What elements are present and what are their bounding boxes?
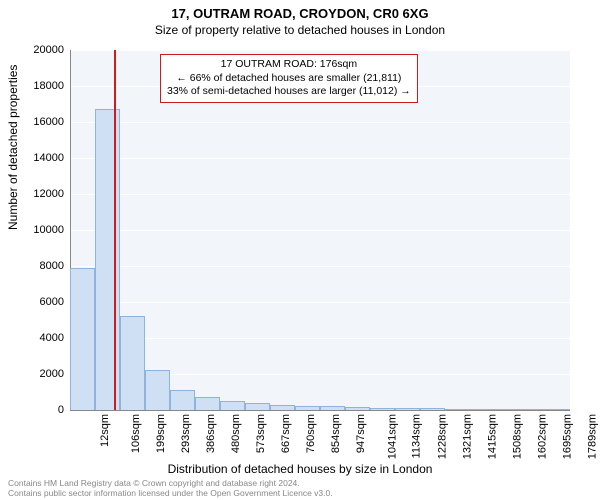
histogram-bar — [420, 408, 445, 410]
y-tick-label: 2000 — [14, 368, 64, 380]
y-tick-label: 0 — [14, 404, 64, 416]
histogram-bar — [445, 409, 470, 410]
y-tick-label: 4000 — [14, 332, 64, 344]
x-tick-label: 573sqm — [255, 414, 267, 453]
histogram-bar — [470, 409, 495, 410]
plot-area: 0200040006000800010000120001400016000180… — [70, 50, 570, 410]
x-tick-label: 1321sqm — [461, 414, 473, 459]
histogram-bar — [345, 407, 370, 410]
info-box-line-2: ← 66% of detached houses are smaller (21… — [167, 72, 411, 86]
chart-container: 17, OUTRAM ROAD, CROYDON, CR0 6XG Size o… — [0, 0, 600, 500]
footer-text: Contains HM Land Registry data © Crown c… — [8, 478, 333, 498]
histogram-bar — [270, 405, 295, 410]
histogram-bar — [320, 406, 345, 410]
info-box-line-1: 17 OUTRAM ROAD: 176sqm — [167, 58, 411, 72]
grid-line — [70, 50, 570, 51]
histogram-bar — [170, 390, 195, 410]
histogram-bar — [395, 408, 420, 410]
y-tick-label: 8000 — [14, 260, 64, 272]
x-tick-label: 293sqm — [180, 414, 192, 453]
x-tick-label: 199sqm — [155, 414, 167, 453]
grid-line — [70, 158, 570, 159]
x-tick-label: 1228sqm — [436, 414, 448, 459]
x-tick-label: 854sqm — [330, 414, 342, 453]
footer-line-1: Contains HM Land Registry data © Crown c… — [8, 478, 333, 488]
histogram-bar — [120, 316, 145, 410]
y-tick-label: 18000 — [14, 80, 64, 92]
x-tick-label: 1134sqm — [410, 414, 422, 458]
x-tick-label: 106sqm — [130, 414, 142, 453]
property-marker-line — [114, 50, 116, 410]
y-tick-label: 20000 — [14, 44, 64, 56]
histogram-bar — [145, 370, 170, 410]
histogram-bar — [95, 109, 120, 410]
y-tick-label: 12000 — [14, 188, 64, 200]
x-tick-label: 12sqm — [99, 414, 111, 447]
histogram-bar — [195, 397, 220, 410]
x-tick-label: 386sqm — [205, 414, 217, 453]
y-tick-label: 14000 — [14, 152, 64, 164]
x-tick-label: 947sqm — [355, 414, 367, 453]
x-tick-label: 1602sqm — [536, 414, 548, 459]
histogram-bar — [495, 409, 520, 410]
histogram-bar — [245, 403, 270, 410]
y-tick-label: 16000 — [14, 116, 64, 128]
x-tick-label: 1415sqm — [486, 414, 498, 459]
grid-line — [70, 338, 570, 339]
histogram-bar — [520, 409, 545, 410]
grid-line — [70, 302, 570, 303]
x-tick-label: 1041sqm — [386, 414, 398, 459]
footer-line-2: Contains public sector information licen… — [8, 488, 333, 498]
histogram-bar — [70, 268, 95, 410]
histogram-bar — [370, 408, 395, 410]
grid-line — [70, 194, 570, 195]
x-tick-label: 480sqm — [230, 414, 242, 453]
x-tick-label: 1695sqm — [561, 414, 573, 459]
histogram-bar — [295, 406, 320, 411]
histogram-bar — [545, 409, 570, 410]
info-box-line-3: 33% of semi-detached houses are larger (… — [167, 85, 411, 99]
grid-line — [70, 230, 570, 231]
x-tick-label: 760sqm — [305, 414, 317, 453]
grid-line — [70, 122, 570, 123]
x-axis-line — [70, 410, 570, 411]
chart-title: 17, OUTRAM ROAD, CROYDON, CR0 6XG — [0, 0, 600, 21]
chart-subtitle: Size of property relative to detached ho… — [0, 21, 600, 37]
x-tick-label: 667sqm — [280, 414, 292, 453]
grid-line — [70, 266, 570, 267]
x-tick-label: 1508sqm — [511, 414, 523, 459]
x-axis-label: Distribution of detached houses by size … — [0, 462, 600, 476]
x-tick-label: 1789sqm — [586, 414, 598, 459]
y-tick-label: 6000 — [14, 296, 64, 308]
info-box: 17 OUTRAM ROAD: 176sqm← 66% of detached … — [160, 54, 418, 103]
histogram-bar — [220, 401, 245, 410]
y-tick-label: 10000 — [14, 224, 64, 236]
